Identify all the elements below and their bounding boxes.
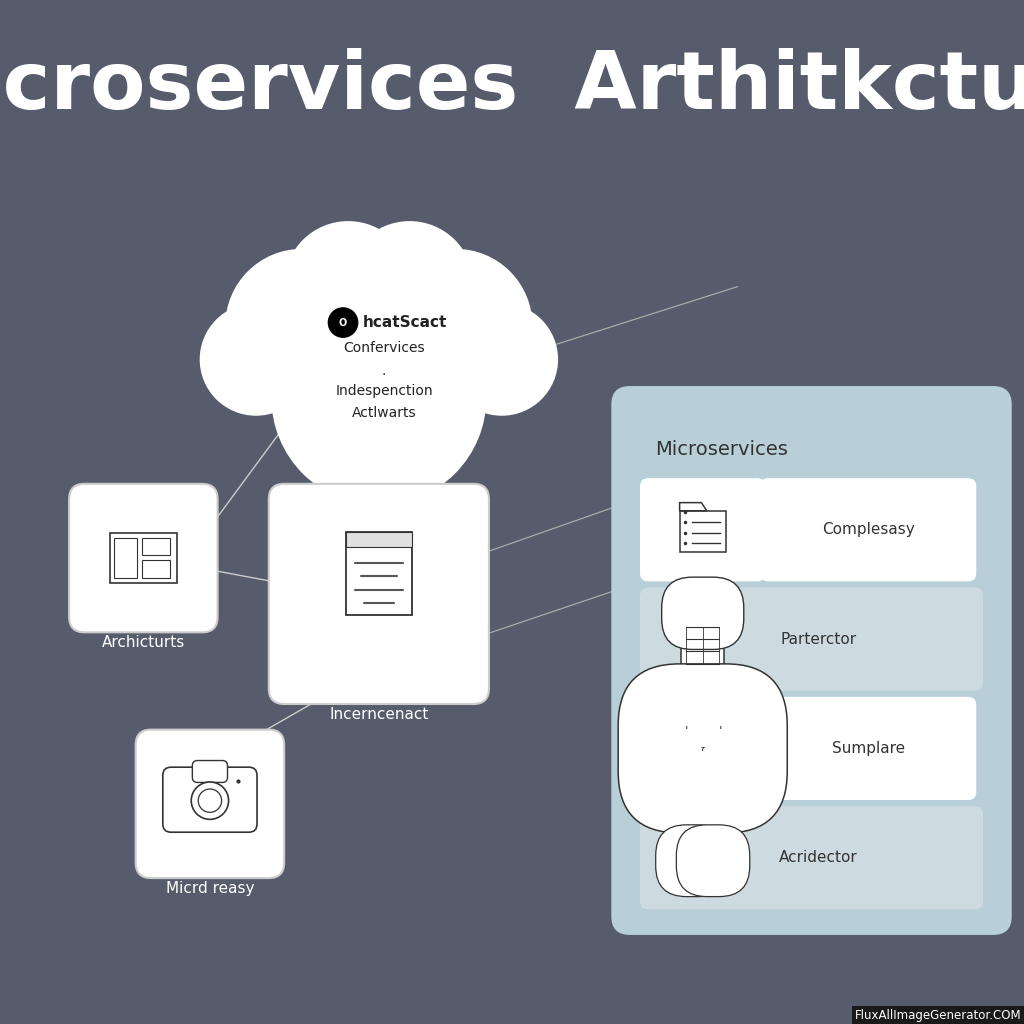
Circle shape bbox=[191, 782, 228, 819]
FancyBboxPatch shape bbox=[760, 696, 976, 800]
FancyBboxPatch shape bbox=[640, 696, 766, 800]
Text: Actlwarts: Actlwarts bbox=[351, 406, 417, 420]
Circle shape bbox=[200, 303, 312, 416]
Text: Archicturts: Archicturts bbox=[101, 635, 185, 650]
Circle shape bbox=[686, 842, 698, 854]
Circle shape bbox=[271, 290, 486, 505]
FancyBboxPatch shape bbox=[640, 478, 766, 582]
Text: T: T bbox=[700, 748, 705, 753]
FancyBboxPatch shape bbox=[141, 560, 170, 579]
Circle shape bbox=[199, 788, 221, 812]
Circle shape bbox=[328, 307, 358, 338]
FancyBboxPatch shape bbox=[760, 478, 976, 582]
FancyBboxPatch shape bbox=[163, 767, 257, 833]
Circle shape bbox=[346, 221, 473, 349]
Circle shape bbox=[707, 842, 719, 854]
FancyBboxPatch shape bbox=[640, 588, 983, 690]
Text: ': ' bbox=[685, 725, 688, 738]
Circle shape bbox=[445, 303, 558, 416]
FancyBboxPatch shape bbox=[70, 483, 218, 632]
FancyBboxPatch shape bbox=[681, 613, 724, 665]
Text: Complesasy: Complesasy bbox=[821, 522, 914, 538]
FancyBboxPatch shape bbox=[193, 761, 227, 782]
Text: Micrd reasy: Micrd reasy bbox=[166, 881, 254, 896]
FancyBboxPatch shape bbox=[268, 484, 488, 705]
FancyBboxPatch shape bbox=[676, 825, 750, 897]
Circle shape bbox=[379, 249, 532, 402]
Text: .: . bbox=[382, 364, 386, 378]
Polygon shape bbox=[680, 503, 707, 511]
FancyBboxPatch shape bbox=[618, 664, 787, 833]
FancyBboxPatch shape bbox=[680, 511, 726, 552]
FancyBboxPatch shape bbox=[110, 532, 177, 584]
Text: hcatScact: hcatScact bbox=[362, 315, 446, 330]
Text: Indespenction: Indespenction bbox=[335, 384, 433, 398]
Circle shape bbox=[284, 221, 412, 349]
FancyBboxPatch shape bbox=[135, 729, 285, 878]
Text: Confervices: Confervices bbox=[343, 341, 425, 355]
Circle shape bbox=[225, 249, 379, 402]
FancyBboxPatch shape bbox=[655, 825, 729, 897]
Text: Parterctor: Parterctor bbox=[780, 632, 856, 646]
Text: Acridector: Acridector bbox=[779, 850, 857, 865]
FancyBboxPatch shape bbox=[141, 539, 170, 555]
Text: ': ' bbox=[719, 725, 722, 738]
Text: Microservices: Microservices bbox=[655, 440, 788, 460]
Text: Incerncenact: Incerncenact bbox=[329, 707, 429, 722]
FancyBboxPatch shape bbox=[346, 531, 412, 547]
FancyBboxPatch shape bbox=[662, 578, 743, 649]
Text: FluxAllImageGenerator.COM: FluxAllImageGenerator.COM bbox=[855, 1009, 1022, 1022]
Text: Microservices  Arthitkcture: Microservices Arthitkcture bbox=[0, 48, 1024, 126]
Text: Sumplare: Sumplare bbox=[831, 741, 904, 756]
FancyBboxPatch shape bbox=[640, 806, 983, 909]
Circle shape bbox=[271, 252, 486, 467]
FancyBboxPatch shape bbox=[114, 538, 137, 579]
Text: O: O bbox=[339, 317, 347, 328]
FancyBboxPatch shape bbox=[611, 386, 1012, 935]
FancyBboxPatch shape bbox=[346, 531, 412, 615]
FancyBboxPatch shape bbox=[680, 835, 726, 881]
